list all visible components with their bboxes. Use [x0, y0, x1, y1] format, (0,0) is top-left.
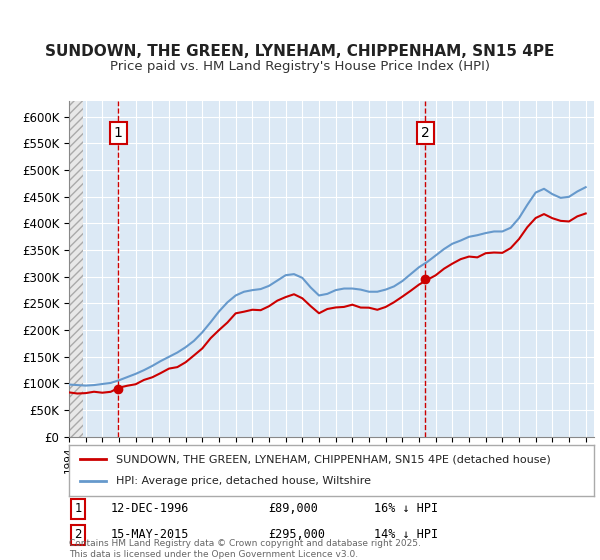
Text: £295,000: £295,000: [269, 528, 325, 542]
Text: 1: 1: [114, 126, 122, 140]
Text: Price paid vs. HM Land Registry's House Price Index (HPI): Price paid vs. HM Land Registry's House …: [110, 60, 490, 73]
Text: HPI: Average price, detached house, Wiltshire: HPI: Average price, detached house, Wilt…: [116, 477, 371, 487]
Text: 2: 2: [421, 126, 430, 140]
Text: SUNDOWN, THE GREEN, LYNEHAM, CHIPPENHAM, SN15 4PE (detached house): SUNDOWN, THE GREEN, LYNEHAM, CHIPPENHAM,…: [116, 454, 551, 464]
Text: 12-DEC-1996: 12-DEC-1996: [111, 502, 190, 516]
Text: £89,000: £89,000: [269, 502, 319, 516]
Text: 15-MAY-2015: 15-MAY-2015: [111, 528, 190, 542]
Text: 2: 2: [74, 528, 82, 542]
Text: Contains HM Land Registry data © Crown copyright and database right 2025.
This d: Contains HM Land Registry data © Crown c…: [69, 539, 421, 559]
Text: 16% ↓ HPI: 16% ↓ HPI: [373, 502, 437, 516]
Text: 1: 1: [74, 502, 82, 516]
Text: 14% ↓ HPI: 14% ↓ HPI: [373, 528, 437, 542]
Text: SUNDOWN, THE GREEN, LYNEHAM, CHIPPENHAM, SN15 4PE: SUNDOWN, THE GREEN, LYNEHAM, CHIPPENHAM,…: [46, 44, 554, 59]
